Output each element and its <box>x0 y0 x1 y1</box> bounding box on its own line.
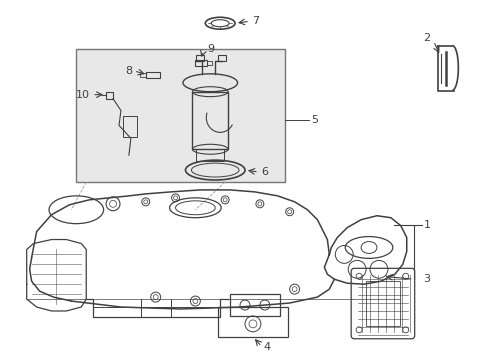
Bar <box>196 149 224 161</box>
Bar <box>193 92 228 149</box>
Text: 4: 4 <box>264 342 271 352</box>
Text: 10: 10 <box>76 90 90 100</box>
Bar <box>146 72 160 78</box>
Bar <box>366 281 400 326</box>
Text: 8: 8 <box>125 66 132 76</box>
Text: 5: 5 <box>312 116 318 126</box>
Text: 1: 1 <box>424 220 431 230</box>
Bar <box>218 307 288 337</box>
Bar <box>218 55 226 61</box>
Bar <box>196 55 204 61</box>
Bar <box>207 61 212 65</box>
Text: 7: 7 <box>252 16 259 26</box>
Bar <box>76 49 285 182</box>
Text: 6: 6 <box>261 167 268 177</box>
Text: 3: 3 <box>424 274 431 284</box>
Text: 2: 2 <box>423 33 431 43</box>
Bar <box>106 92 113 99</box>
Text: 9: 9 <box>207 44 215 54</box>
Bar <box>123 116 137 137</box>
Bar <box>140 73 146 77</box>
Bar <box>196 60 207 66</box>
Bar <box>230 294 280 316</box>
